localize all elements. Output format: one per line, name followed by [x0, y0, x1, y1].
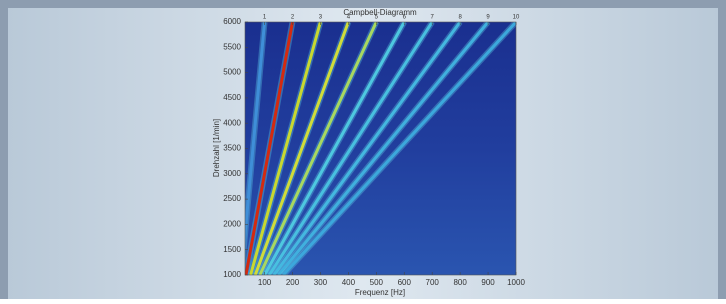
y-tick-label: 4500: [223, 93, 241, 102]
y-tick-label: 4000: [223, 118, 241, 127]
x-tick-label: 600: [398, 278, 412, 287]
y-tick-label: 2500: [223, 194, 241, 203]
x-tick-label: 300: [314, 278, 328, 287]
x-tick-label: 800: [453, 278, 467, 287]
x-tick-label: 900: [481, 278, 495, 287]
x-tick-label: 200: [286, 278, 300, 287]
chart-title: Campbell-Diagramm: [343, 8, 417, 17]
y-tick-label: 6000: [223, 17, 241, 26]
x-tick-label: 1000: [507, 278, 525, 287]
y-tick-label: 2000: [223, 220, 241, 229]
x-tick-label: 700: [426, 278, 440, 287]
y-tick-label: 5500: [223, 42, 241, 51]
x-tick-label: 500: [370, 278, 384, 287]
x-tick-label: 400: [342, 278, 356, 287]
y-tick-label: 5000: [223, 68, 241, 77]
chart: Campbell-Diagramm Frequenz [Hz] Drehzahl…: [0, 0, 726, 299]
x-axis-label: Frequenz [Hz]: [355, 288, 405, 297]
y-tick-label: 3500: [223, 144, 241, 153]
y-tick-label: 1500: [223, 245, 241, 254]
y-axis-label: Drehzahl [1/min]: [212, 119, 221, 177]
y-tick-label: 3000: [223, 169, 241, 178]
x2-tick-label: 10: [513, 15, 520, 21]
y-tick-label: 1000: [223, 270, 241, 279]
page: Campbell-Diagramm Frequenz [Hz] Drehzahl…: [0, 0, 726, 299]
x-tick-label: 100: [258, 278, 272, 287]
